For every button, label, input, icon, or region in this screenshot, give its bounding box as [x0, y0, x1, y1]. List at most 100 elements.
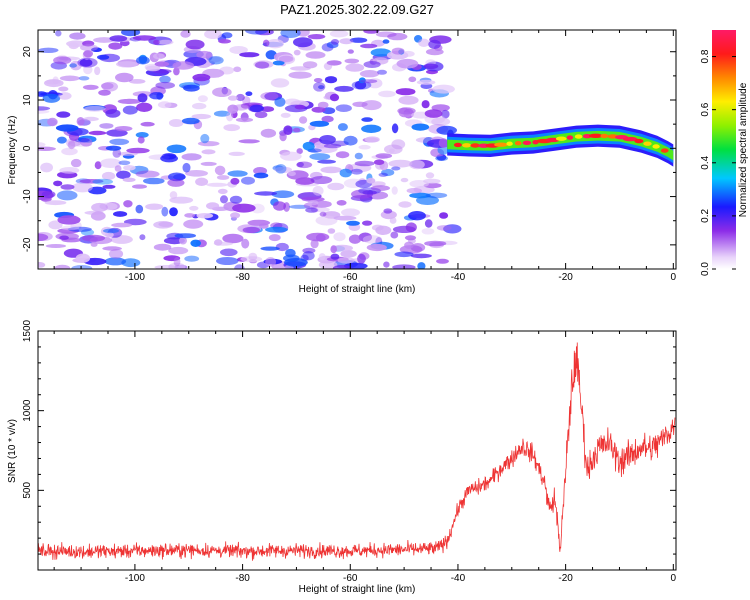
noise-blob [53, 56, 72, 65]
noise-blob [59, 167, 80, 174]
noise-blob [332, 264, 352, 269]
snr-series-line [38, 342, 676, 561]
noise-blob [302, 61, 318, 69]
noise-blob [375, 153, 393, 159]
noise-blob [254, 111, 268, 119]
noise-blob [101, 82, 114, 90]
noise-blob [232, 203, 256, 213]
noise-blob [180, 30, 191, 38]
noise-blob [70, 158, 82, 168]
noise-blob [169, 191, 178, 199]
noise-blob [320, 166, 342, 174]
noise-blob [192, 102, 207, 110]
signal-ridge-peak [514, 141, 522, 146]
noise-blob [59, 75, 80, 82]
noise-blob [423, 178, 441, 184]
colorbar-label: Normalized spectral amplitude [738, 82, 749, 217]
noise-blob [398, 95, 419, 105]
noise-blob [424, 219, 433, 228]
noise-blob [370, 48, 392, 57]
noise-blob [153, 243, 172, 251]
noise-blob [439, 212, 449, 219]
x-tick-label: -80 [235, 272, 250, 283]
noise-blob [54, 264, 71, 269]
x-tick-label: -100 [125, 573, 145, 584]
noise-blob [196, 213, 214, 219]
noise-blob [425, 172, 435, 179]
noise-blob [346, 220, 360, 226]
noise-blob [42, 93, 61, 103]
noise-blob [313, 78, 323, 83]
noise-blob [329, 93, 340, 102]
signal-ridge-peak [600, 133, 609, 139]
noise-blob [122, 177, 136, 182]
noise-blob [326, 60, 342, 66]
x-tick-label: -40 [451, 272, 466, 283]
noise-blob [319, 211, 327, 217]
noise-blob [91, 202, 108, 212]
noise-blob [337, 257, 355, 264]
noise-blob [196, 50, 212, 59]
noise-blob [443, 224, 462, 234]
noise-blob [233, 66, 242, 73]
noise-blob [273, 201, 286, 211]
noise-blob [425, 192, 448, 199]
noise-blob [361, 100, 382, 111]
noise-blob [428, 39, 441, 50]
noise-blob [313, 82, 326, 92]
noise-blob [230, 177, 240, 185]
noise-blob [279, 131, 287, 142]
noise-blob [323, 62, 333, 71]
noise-blob [221, 32, 233, 39]
noise-blob [424, 240, 447, 247]
noise-blob [341, 208, 360, 217]
noise-blob [235, 117, 254, 123]
noise-blob [329, 30, 349, 38]
noise-blob [359, 79, 378, 84]
colorbar: 0.0 0.2 0.4 0.6 0.8 Normalized spectral ampl… [700, 30, 749, 276]
noise-blob [136, 102, 153, 113]
noise-blob [76, 117, 85, 126]
signal-ridge-peak [506, 141, 513, 146]
spectrogram-x-label: Height of straight line (km) [299, 284, 416, 295]
snr-y-label: SNR (10 * v/v) [7, 419, 18, 483]
noise-blob [157, 39, 174, 45]
noise-blob [185, 170, 208, 177]
noise-blob [67, 226, 92, 232]
noise-blob [272, 60, 285, 66]
noise-blob [123, 165, 136, 171]
noise-blob [158, 221, 174, 227]
noise-blob [105, 109, 121, 118]
noise-blob [137, 136, 145, 144]
noise-blob [185, 39, 205, 50]
colorbar-gradient [712, 30, 736, 269]
noise-blob [381, 168, 395, 177]
x-tick-label: -20 [558, 272, 573, 283]
noise-blob [354, 152, 363, 160]
noise-blob [323, 143, 342, 149]
noise-blob [157, 101, 172, 109]
noise-blob [123, 200, 133, 208]
noise-blob [166, 144, 187, 154]
noise-blob [145, 203, 164, 210]
noise-blob [235, 93, 245, 102]
noise-blob [216, 175, 230, 180]
noise-blob [294, 104, 306, 110]
noise-blob [375, 225, 392, 235]
noise-blob [58, 92, 72, 100]
noise-blob [409, 159, 425, 170]
noise-blob [190, 239, 201, 247]
noise-blob [227, 170, 248, 177]
noise-blob [116, 170, 131, 179]
noise-blob [354, 160, 375, 167]
noise-blob [421, 228, 435, 235]
noise-blob [345, 63, 365, 72]
noise-blob [336, 200, 347, 206]
noise-blob [145, 65, 161, 72]
noise-blob [204, 30, 222, 39]
noise-blob [333, 215, 357, 221]
noise-blob [397, 107, 416, 115]
noise-blob [435, 155, 448, 161]
noise-blob [299, 116, 308, 124]
